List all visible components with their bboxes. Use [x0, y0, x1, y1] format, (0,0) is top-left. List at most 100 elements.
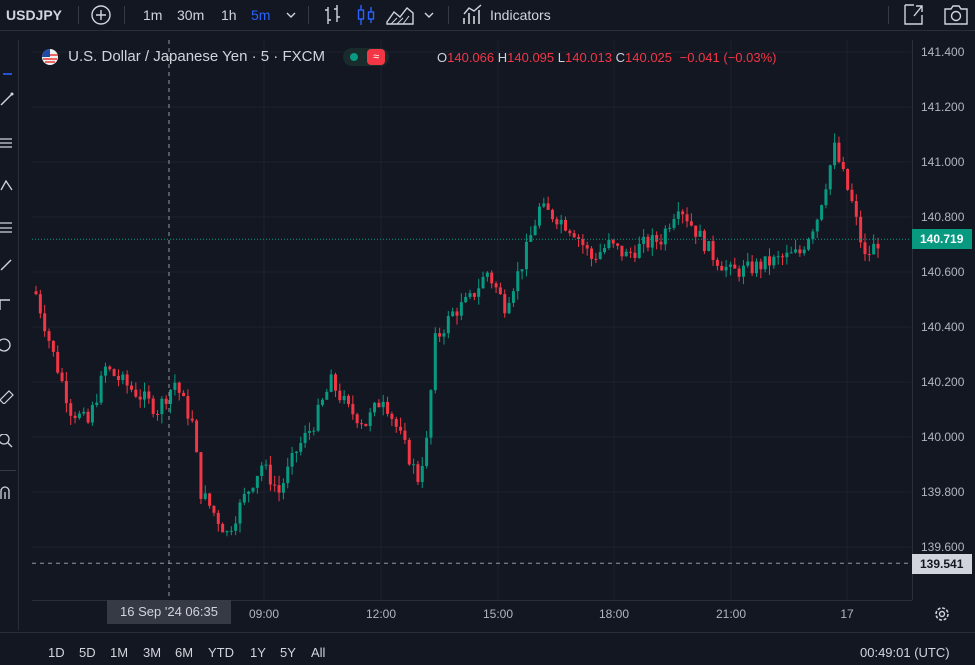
price-tick: 141.200 [921, 100, 965, 114]
range-1d[interactable]: 1D [48, 645, 65, 660]
candle-body [737, 268, 741, 277]
time-tick: 18:00 [598, 607, 630, 621]
chart-pane[interactable] [32, 40, 911, 600]
interval-5m[interactable]: 5m [251, 7, 271, 23]
measure-tool[interactable] [0, 390, 14, 405]
indicators-button[interactable]: Indicators [462, 0, 551, 30]
candle-body [685, 214, 689, 222]
trend-line-icon [0, 92, 14, 106]
utc-clock[interactable]: 00:49:01 (UTC) [860, 645, 950, 660]
candle-body [143, 391, 147, 400]
magnet-tool[interactable] [0, 486, 14, 500]
add-symbol-button[interactable] [90, 0, 112, 30]
interval-1m[interactable]: 1m [143, 7, 163, 23]
candle-body [728, 264, 732, 267]
open-value: 140.066 [447, 50, 495, 65]
candle-body [43, 313, 47, 332]
candle-body [86, 411, 90, 423]
brush-tool[interactable] [0, 258, 14, 272]
crosshair-price-label: 139.541 [912, 554, 972, 574]
cursor-tool[interactable] [0, 62, 14, 76]
area-chart-type-button[interactable] [385, 0, 415, 30]
candle-body [524, 241, 528, 270]
range-5y[interactable]: 5Y [280, 645, 296, 660]
candle-body [650, 235, 654, 248]
candle-body [811, 231, 815, 240]
candle-body [581, 239, 585, 246]
candlestick-chart[interactable] [32, 40, 911, 600]
candle-body [164, 398, 168, 404]
interval-dropdown[interactable] [285, 0, 297, 30]
candle-body [47, 331, 51, 341]
candle-body [77, 413, 81, 419]
price-tick: 140.600 [921, 265, 965, 279]
close-label: C [615, 50, 626, 65]
candle-body [420, 465, 424, 482]
candle-body [459, 302, 463, 316]
candle-body [407, 439, 411, 465]
range-ytd[interactable]: YTD [208, 645, 234, 660]
range-all[interactable]: All [311, 645, 326, 660]
range-6m[interactable]: 6M [175, 645, 194, 660]
time-tick: 17 [840, 607, 854, 621]
trend-line-tool[interactable] [0, 92, 14, 106]
candle-body [733, 264, 737, 269]
fullscreen-button[interactable] [902, 0, 924, 30]
icon-tool[interactable] [0, 338, 14, 352]
candle-body [767, 256, 771, 266]
candle-body [798, 249, 802, 254]
candle-body [516, 271, 520, 292]
symbol-search[interactable]: USDJPY [6, 7, 63, 23]
candle-body [151, 398, 155, 414]
symbol-title[interactable]: U.S. Dollar / Japanese Yen · 5 · FXCM [68, 48, 325, 65]
chart-legend: U.S. Dollar / Japanese Yen · 5 · FXCM ≈ [40, 48, 390, 68]
crosshair-icon [3, 73, 12, 75]
candle-body [403, 430, 407, 440]
candle-body [225, 531, 229, 533]
chart-type-dropdown[interactable] [423, 0, 435, 30]
time-axis[interactable]: 09:00 12:00 15:00 18:00 21:00 17 [32, 600, 912, 629]
candle-body [56, 351, 60, 373]
market-status-badge[interactable]: ≈ [343, 48, 390, 66]
candle-body [694, 225, 698, 237]
bar-chart-type-button[interactable] [322, 0, 344, 30]
snapshot-button[interactable] [943, 0, 969, 30]
price-tick: 140.400 [921, 320, 965, 334]
candle-body [498, 287, 502, 295]
price-tick: 141.000 [921, 155, 965, 169]
interval-1h[interactable]: 1h [221, 7, 237, 23]
candle-body [195, 420, 199, 453]
candle-body [320, 399, 324, 405]
candle-body [741, 265, 745, 277]
range-1m[interactable]: 1M [110, 645, 129, 660]
candle-body [785, 252, 789, 258]
price-axis[interactable]: 141.400 141.200 141.000 140.800 140.600 … [912, 40, 975, 600]
pattern-tool[interactable] [0, 178, 14, 192]
candle-body [286, 466, 290, 484]
data-problem-icon: ≈ [367, 49, 386, 65]
zoom-tool[interactable] [0, 433, 14, 448]
fib-tool[interactable] [0, 136, 14, 150]
interval-30m[interactable]: 30m [177, 7, 205, 23]
chart-settings-button[interactable] [932, 604, 952, 629]
range-1y[interactable]: 1Y [250, 645, 266, 660]
price-tick: 140.200 [921, 375, 965, 389]
candle-body [854, 200, 858, 217]
candle-body [464, 296, 468, 303]
candle-body [750, 261, 754, 274]
candle-body [455, 311, 459, 316]
candle-body [69, 403, 73, 416]
forecast-tool[interactable] [0, 220, 14, 234]
range-3m[interactable]: 3M [143, 645, 162, 660]
candle-body [624, 251, 628, 257]
text-tool[interactable] [0, 298, 14, 312]
indicators-icon [463, 4, 482, 24]
candle-body [620, 245, 624, 257]
range-5d[interactable]: 5D [79, 645, 96, 660]
candle-body [429, 390, 433, 438]
candle-body [577, 237, 581, 240]
crosshair-date-label: 16 Sep '24 06:35 [107, 600, 231, 624]
smile-icon [0, 338, 11, 352]
candles-chart-type-button[interactable] [355, 0, 377, 30]
candle-body [646, 236, 650, 248]
